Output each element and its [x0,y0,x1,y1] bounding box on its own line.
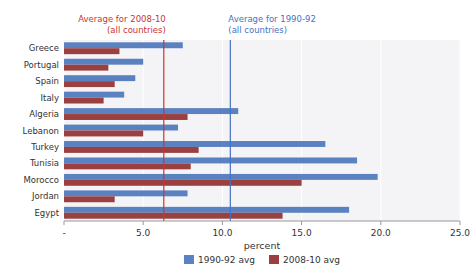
average-line [230,40,231,221]
legend-label: 2008-10 avg [283,255,340,265]
average-line [163,40,164,221]
annotation: (all countries) [107,25,166,35]
category-label: Tunisia [29,158,59,168]
bar [64,190,188,196]
grid-line [380,40,381,221]
bar [64,141,325,147]
tick-mark [222,221,223,225]
annotation: Average for 2008-10 [78,14,166,24]
bar [64,147,199,153]
bar [64,98,104,104]
category-label: Lebanon [23,126,59,136]
category-label: Turkey [30,142,59,152]
tick-label: 5.0 [136,228,151,238]
tick-mark [380,221,381,225]
annotation: (all countries) [228,25,287,35]
tick-mark [143,221,144,225]
x-axis [64,221,460,222]
bar [64,42,183,48]
bar [64,92,124,98]
legend-label: 1990-92 avg [198,255,255,265]
bar [64,75,135,81]
tick-mark [301,221,302,225]
tick-label: 15.0 [292,228,312,238]
annotation: Average for 1990-92 [228,14,316,24]
bar [64,59,143,65]
bar [64,180,302,186]
grid-line [222,40,223,221]
tick-label: 20.0 [371,228,391,238]
grid-line [301,40,302,221]
bar [64,196,115,202]
bar [64,131,143,137]
legend-swatch [184,255,194,264]
bars [64,40,378,221]
tick-mark [64,221,65,225]
legend: 1990-92 avg 2008-10 avg [184,255,340,265]
chart: - 5.0 10.0 15.0 20.0 25.0 Greece Portugal Spain I… [0,0,474,273]
bar [64,213,283,219]
bar [64,48,119,54]
category-label: Portugal [24,60,59,70]
legend-swatch [269,255,279,264]
bar [64,207,349,213]
bar [64,125,178,131]
category-label: Jordan [31,191,59,201]
bar [64,157,357,163]
bar [64,108,238,114]
category-label: Morocco [23,175,59,185]
tick-label: 10.0 [212,228,232,238]
category-label: Greece [29,43,59,53]
grid-line [460,40,461,221]
plot-background [64,40,460,221]
category-label: Algeria [29,109,59,119]
tick-label: 25.0 [450,228,470,238]
x-axis-label: percent [244,240,281,251]
bar [64,174,378,180]
bar [64,65,108,71]
category-label: Italy [41,93,59,103]
tick-label: - [62,228,65,238]
category-label: Spain [35,76,59,86]
bar [64,114,188,120]
tick-mark [460,221,461,225]
bar [64,163,191,169]
category-label: Egypt [34,208,59,218]
bar [64,81,115,87]
